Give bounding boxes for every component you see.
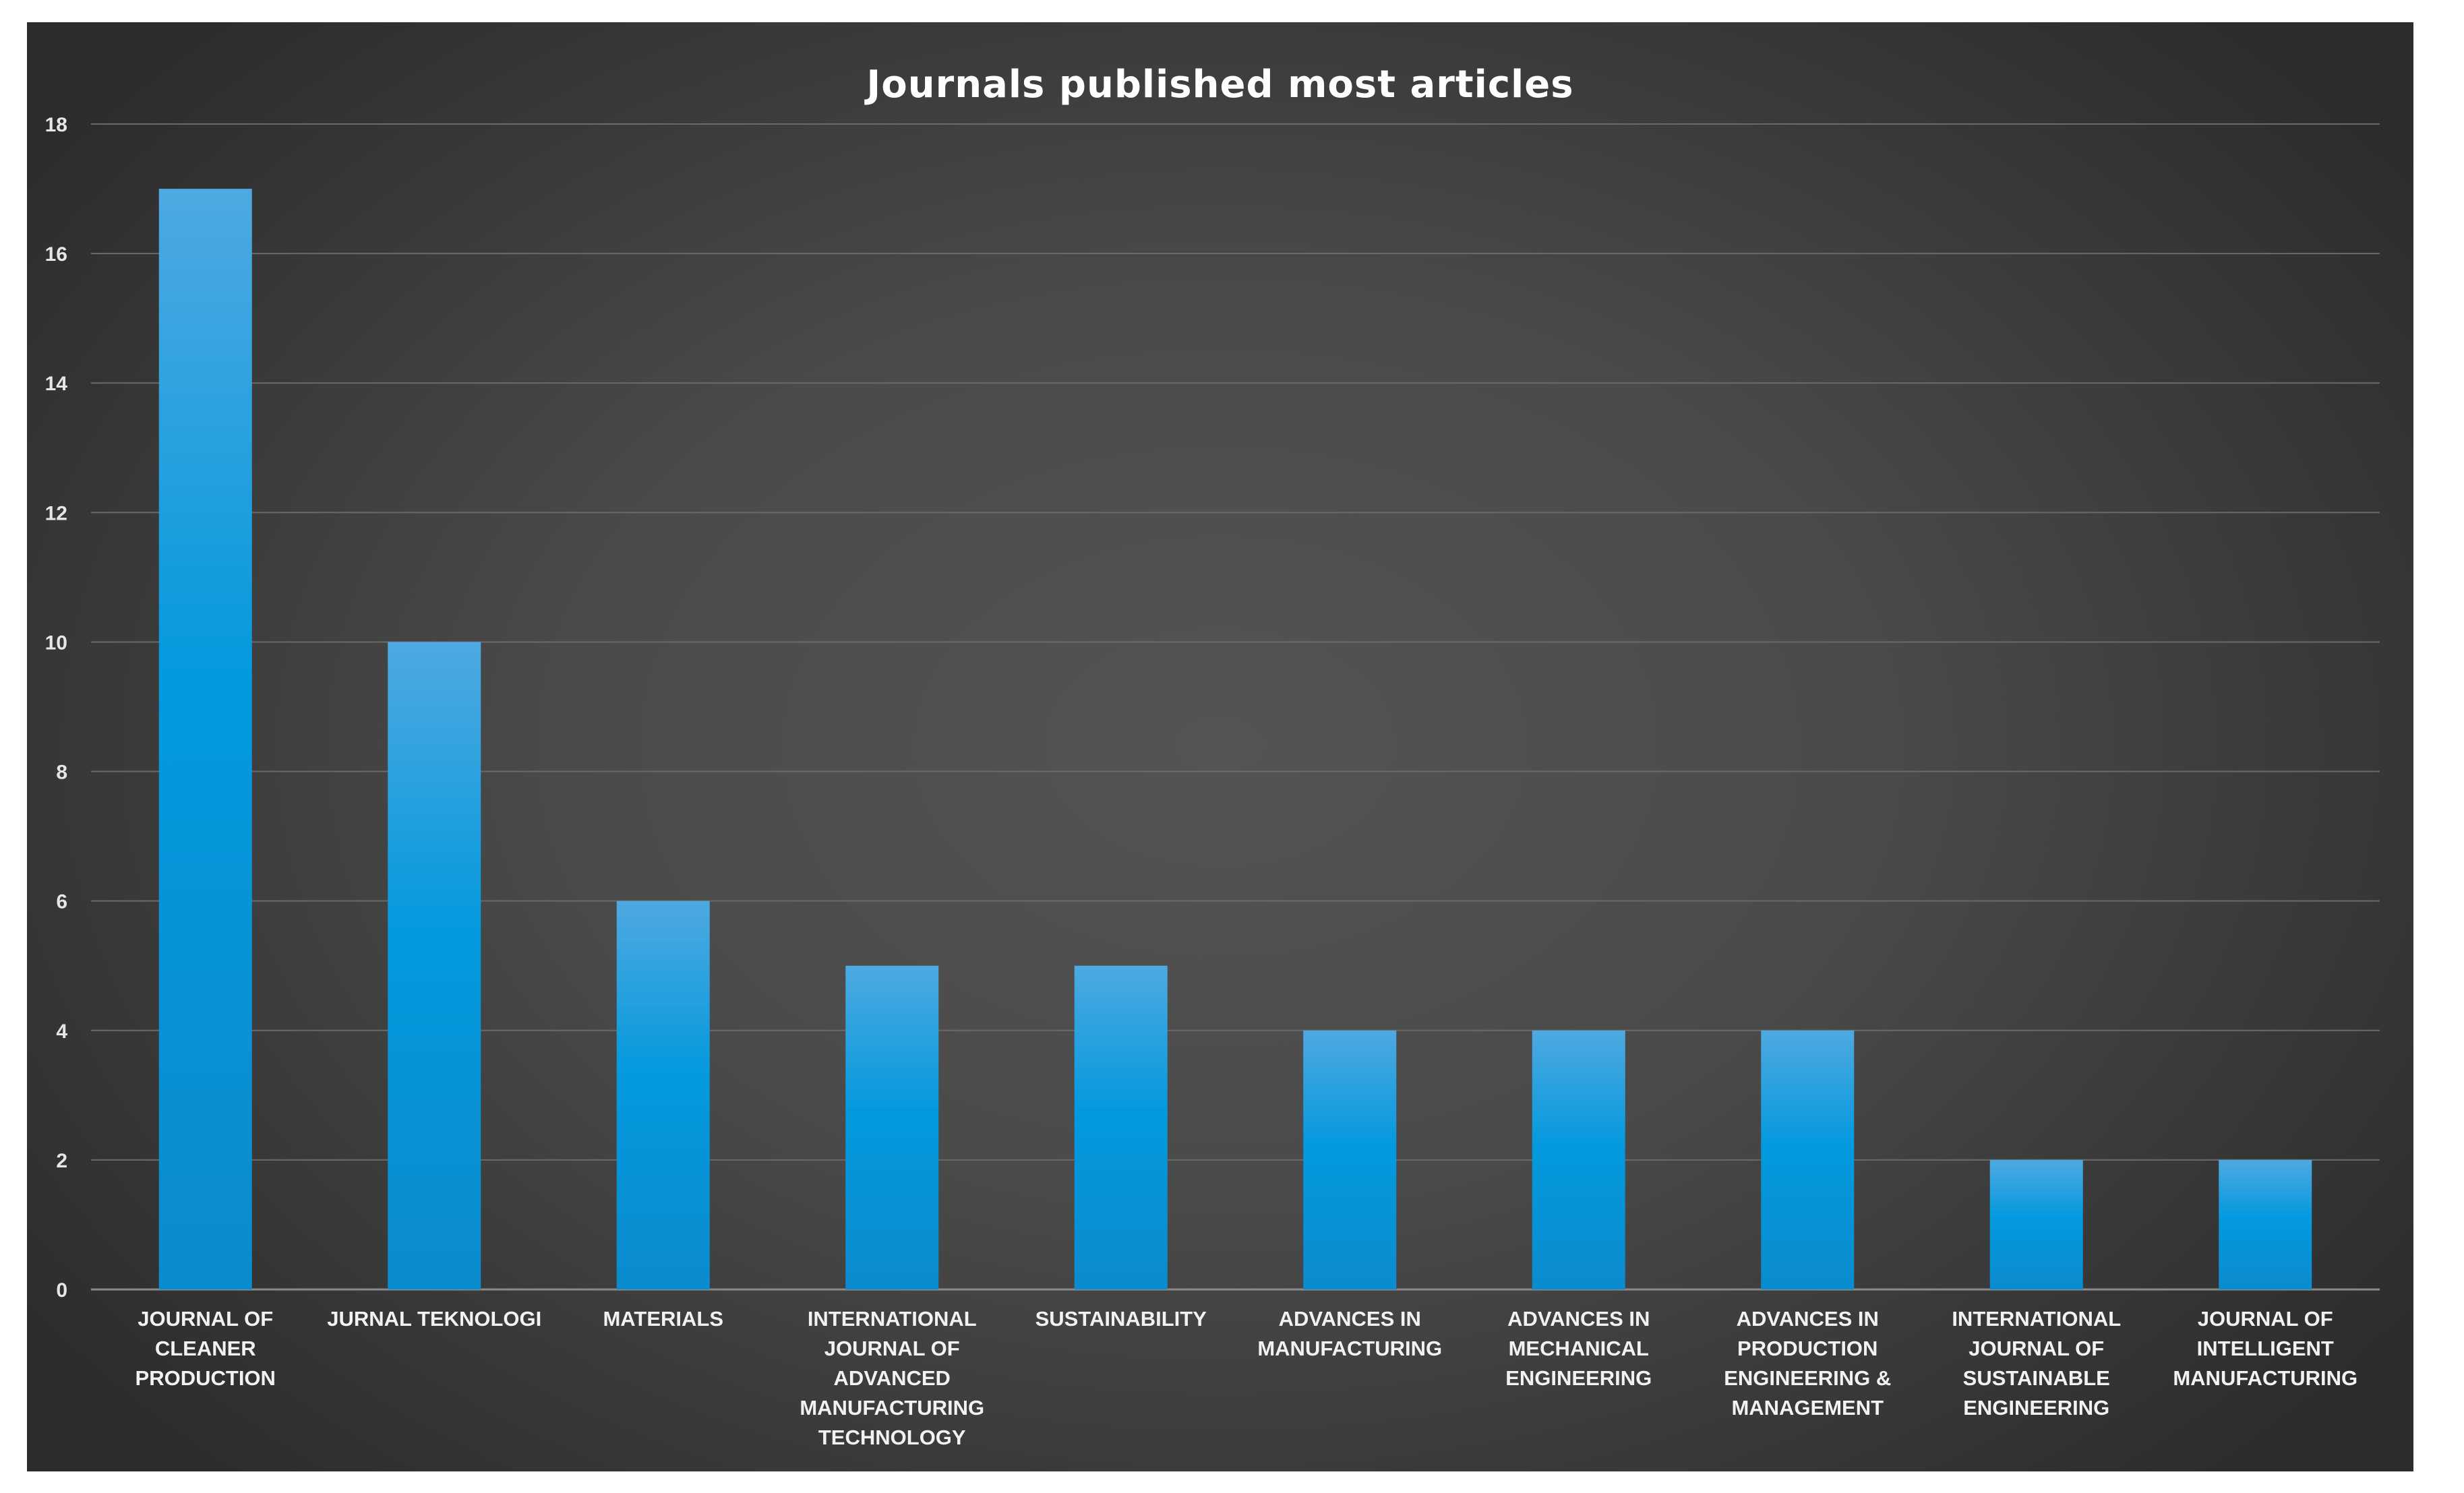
x-tick-label: INTERNATIONAL JOURNAL OF SUSTAINABLE ENG… [1952,1307,2122,1420]
y-tick-label: 2 [56,1150,67,1172]
x-tick-label: MATERIALS [603,1307,724,1331]
y-axis-ticks: 0 2 4 6 8 10 12 14 16 18 [45,114,68,1302]
x-tick-label: SUSTAINABILITY [1035,1307,1207,1331]
bar [616,901,710,1289]
y-tick-label: 0 [56,1279,67,1302]
y-tick-label: 10 [45,632,67,654]
bar [1761,1030,1855,1289]
bar [158,189,252,1289]
x-tick-label: INTERNATIONAL JOURNAL OF ADVANCED MANUFA… [800,1307,985,1449]
y-tick-label: 8 [56,762,67,784]
bar [845,965,939,1289]
y-tick-label: 12 [45,502,67,524]
chart-title: Journals published most articles [866,63,1574,106]
bars [158,189,2312,1289]
bar [1989,1159,2083,1289]
x-tick-label: JOURNAL OF CLEANER PRODUCTION [135,1307,276,1390]
y-tick-label: 18 [45,114,67,136]
y-tick-label: 14 [45,373,68,395]
x-tick-label: ADVANCES IN MANUFACTURING [1257,1307,1443,1360]
bar [1303,1030,1397,1289]
x-tick-label: JURNAL TEKNOLOGI [327,1307,542,1331]
plot-area: 0 2 4 6 8 10 12 14 16 18 [45,114,2380,1302]
bar [1532,1030,1625,1289]
bar [1074,965,1168,1289]
bar [388,642,481,1289]
x-tick-label: ADVANCES IN PRODUCTION ENGINEERING & MAN… [1724,1307,1892,1420]
chart-frame: Journals published most articles 0 2 4 6 8 10… [27,22,2413,1471]
x-tick-label: JOURNAL OF INTELLIGENT MANUFACTURING [2173,1307,2358,1390]
y-tick-label: 6 [56,891,67,913]
y-tick-label: 4 [56,1020,67,1043]
bar [2219,1159,2312,1289]
y-tick-label: 16 [45,243,67,266]
x-tick-label: ADVANCES IN MECHANICAL ENGINEERING [1505,1307,1652,1390]
